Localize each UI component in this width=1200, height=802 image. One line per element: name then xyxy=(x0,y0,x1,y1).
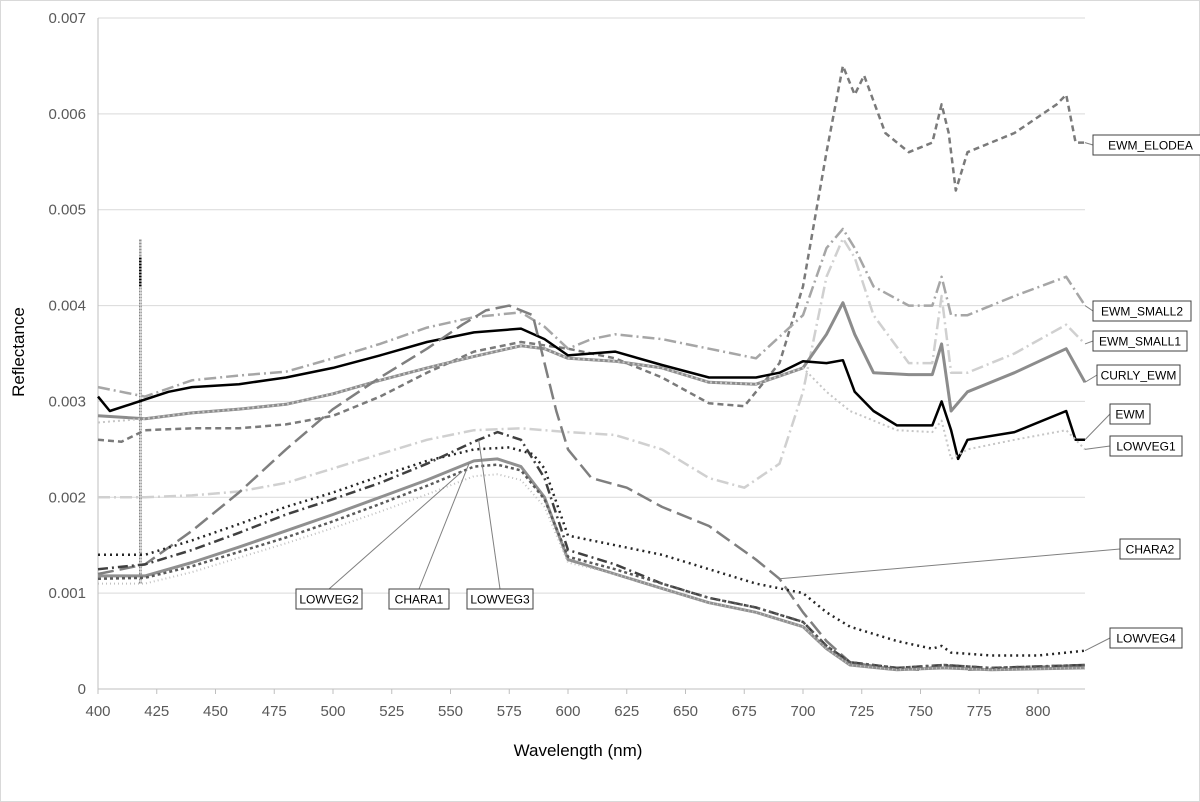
callout-leader xyxy=(1084,142,1094,146)
series-line-lowveg2 xyxy=(97,463,1086,670)
series-label-lowveg2: LOWVEG2 xyxy=(299,593,359,607)
series-label-ewm: EWM xyxy=(1115,408,1144,422)
x-tick-label: 500 xyxy=(320,703,345,720)
x-tick-label: 800 xyxy=(1025,703,1050,720)
y-axis-title: Reflectance xyxy=(9,307,28,397)
callout-leader xyxy=(1084,305,1094,312)
x-tick-label: 750 xyxy=(908,703,933,720)
callout-box xyxy=(1096,364,1181,386)
series-label-lowveg3: LOWVEG3 xyxy=(470,593,530,607)
series-line-lowveg1 xyxy=(97,344,1086,460)
x-tick-label: 425 xyxy=(144,703,169,720)
series-line-ewm xyxy=(97,327,1085,461)
callout-box xyxy=(1109,627,1183,649)
series-label-ewm-elodea: EWM_ELODEA xyxy=(1108,139,1193,153)
callout-box xyxy=(295,588,363,610)
series-label-chara2: CHARA2 xyxy=(1126,543,1175,557)
x-axis-title: Wavelength (nm) xyxy=(514,741,643,760)
x-tick-labels: 400 425 450 475 500 525 550 575 600 625 650 675 700 7… xyxy=(85,703,1050,720)
y-tick-label: 0 xyxy=(78,681,86,698)
callout-leader xyxy=(418,462,470,590)
y-tick-label: 0.004 xyxy=(48,298,86,315)
callout-leader xyxy=(1084,637,1111,652)
x-tick-label: 400 xyxy=(85,703,110,720)
x-tick-label: 625 xyxy=(614,703,639,720)
x-tick-label: 475 xyxy=(262,703,287,720)
gridlines xyxy=(97,17,1085,694)
callout-leader xyxy=(1084,340,1094,345)
series-label-lowveg4: LOWVEG4 xyxy=(1116,632,1176,646)
x-tick-label: 525 xyxy=(379,703,404,720)
y-tick-label: 0.001 xyxy=(48,585,86,602)
y-tick-label: 0.005 xyxy=(48,202,86,219)
callout-box xyxy=(1119,538,1181,560)
callout-box xyxy=(1092,134,1200,156)
callout-box xyxy=(466,588,534,610)
series-label-ewm-small1: EWM_SMALL1 xyxy=(1099,335,1181,349)
x-tick-label: 675 xyxy=(732,703,757,720)
callout-box xyxy=(1092,300,1192,322)
series-line-ewm-small1 xyxy=(98,237,1086,499)
series-line-lowveg3 xyxy=(97,430,1086,670)
y-tick-label: 0.006 xyxy=(48,106,86,123)
x-tick-label: 775 xyxy=(967,703,992,720)
y-tick-label: 0.002 xyxy=(48,489,86,506)
callout-box xyxy=(1109,435,1183,457)
callout-leader xyxy=(328,471,463,590)
series-label-curly-ewm: CURLY_EWM xyxy=(1101,369,1177,383)
callout-leader xyxy=(1084,445,1111,450)
callout-box xyxy=(1092,330,1188,352)
callout-leader xyxy=(1084,413,1111,441)
x-tick-label: 575 xyxy=(497,703,522,720)
callout-leader xyxy=(478,439,501,590)
x-tick-label: 700 xyxy=(790,703,815,720)
y-tick-labels: 0 0.001 0.002 0.003 0.004 0.005 0.006 0.007 xyxy=(48,10,86,698)
callout-leader xyxy=(779,548,1121,580)
x-tick-label: 450 xyxy=(203,703,228,720)
series-label-lowveg1: LOWVEG1 xyxy=(1116,440,1176,454)
x-tick-label: 600 xyxy=(555,703,580,720)
x-tick-label: 650 xyxy=(673,703,698,720)
callout-box xyxy=(1109,403,1151,425)
x-tick-label: 550 xyxy=(438,703,463,720)
series-lines xyxy=(97,64,1087,672)
y-tick-label: 0.003 xyxy=(48,393,86,410)
series-callouts: EWM_ELODEA EWM_SMALL2 EWM_SMALL1 CURLY_EWM E… xyxy=(295,134,1200,652)
callout-box xyxy=(388,588,450,610)
series-label-chara1: CHARA1 xyxy=(395,593,444,607)
callout-leader xyxy=(1084,374,1098,383)
series-label-ewm-small2: EWM_SMALL2 xyxy=(1101,305,1183,319)
series-line-ewm-small2 xyxy=(97,227,1087,398)
y-tick-label: 0.007 xyxy=(48,10,86,27)
x-tick-label: 725 xyxy=(849,703,874,720)
